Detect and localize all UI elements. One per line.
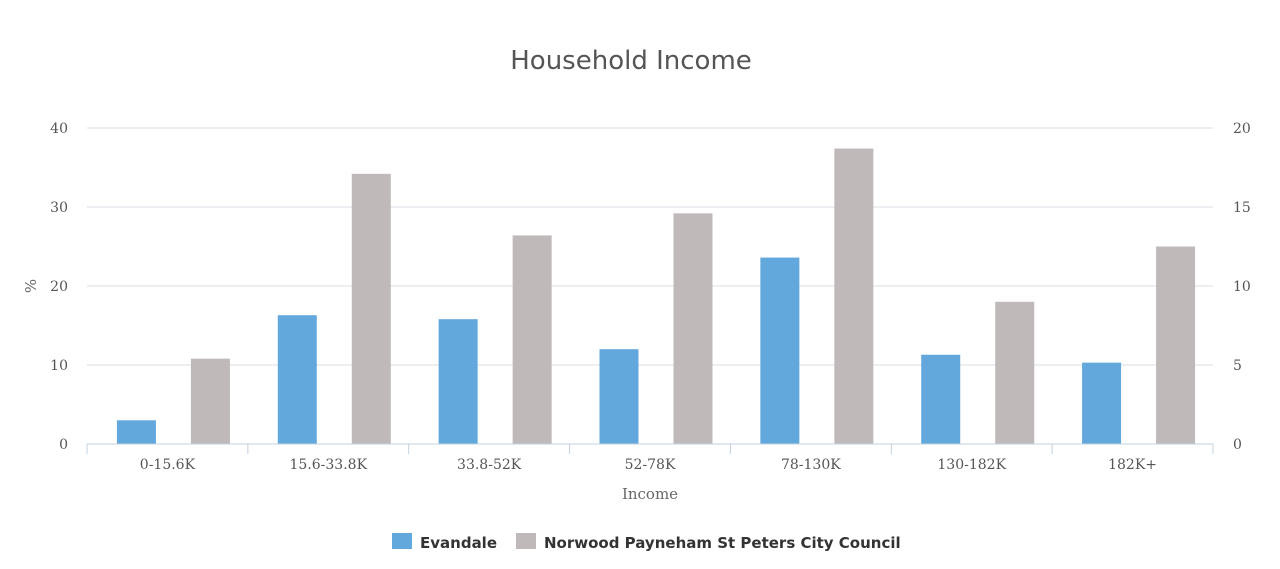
bar-norwood-3[interactable] xyxy=(673,213,713,444)
x-tick-label: 15.6-33.8K xyxy=(290,457,368,473)
bar-norwood-0[interactable] xyxy=(190,358,230,444)
x-tick-label: 52-78K xyxy=(625,457,676,473)
legend-swatch xyxy=(516,533,536,549)
x-tick-label: 130-182K xyxy=(937,457,1006,473)
axes: 0 10 20 30 40 0 5 10 15 20 0-15.6K 15.6-33.8K 33.8-5… xyxy=(50,121,1251,473)
legend[interactable]: Evandale Norwood Payneham St Peters City … xyxy=(392,533,901,552)
y-tick-label: 40 xyxy=(50,121,68,137)
x-tick-label: 0-15.6K xyxy=(140,457,196,473)
x-tick-label: 182K+ xyxy=(1108,457,1157,473)
y-tick-label: 30 xyxy=(50,200,68,216)
bar-evandale-4[interactable] xyxy=(760,257,800,444)
bar-evandale-3[interactable] xyxy=(599,349,639,444)
bar-norwood-2[interactable] xyxy=(512,235,552,444)
x-tick-label: 33.8-52K xyxy=(457,457,522,473)
bar-evandale-5[interactable] xyxy=(921,354,961,444)
y-axis-title: % xyxy=(22,279,40,293)
bar-norwood-6[interactable] xyxy=(1156,246,1196,445)
y2-tick-label: 20 xyxy=(1233,121,1251,137)
x-tick-label: 78-130K xyxy=(781,457,841,473)
bar-norwood-5[interactable] xyxy=(995,301,1035,444)
legend-label: Evandale xyxy=(420,534,497,552)
gridlines xyxy=(87,127,1213,366)
bar-evandale-6[interactable] xyxy=(1082,362,1122,444)
y-tick-label: 0 xyxy=(59,437,68,453)
legend-label: Norwood Payneham St Peters City Council xyxy=(544,534,901,552)
bar-evandale-1[interactable] xyxy=(277,315,317,444)
bar-evandale-2[interactable] xyxy=(438,319,478,444)
bar-evandale-0[interactable] xyxy=(116,420,156,444)
legend-item-norwood[interactable]: Norwood Payneham St Peters City Council xyxy=(516,533,901,552)
bars[interactable] xyxy=(116,148,1196,445)
y2-tick-label: 15 xyxy=(1233,200,1251,216)
y-tick-label: 10 xyxy=(50,358,68,374)
chart-title: Household Income xyxy=(510,46,752,76)
legend-item-evandale[interactable]: Evandale xyxy=(392,533,497,552)
y2-tick-label: 10 xyxy=(1233,279,1251,295)
x-axis-title: Income xyxy=(622,485,678,503)
y2-tick-label: 0 xyxy=(1233,437,1242,453)
legend-swatch xyxy=(392,533,412,549)
y-tick-label: 20 xyxy=(50,279,68,295)
bar-norwood-1[interactable] xyxy=(351,173,391,444)
y2-tick-label: 5 xyxy=(1233,358,1242,374)
bar-norwood-4[interactable] xyxy=(834,148,874,445)
